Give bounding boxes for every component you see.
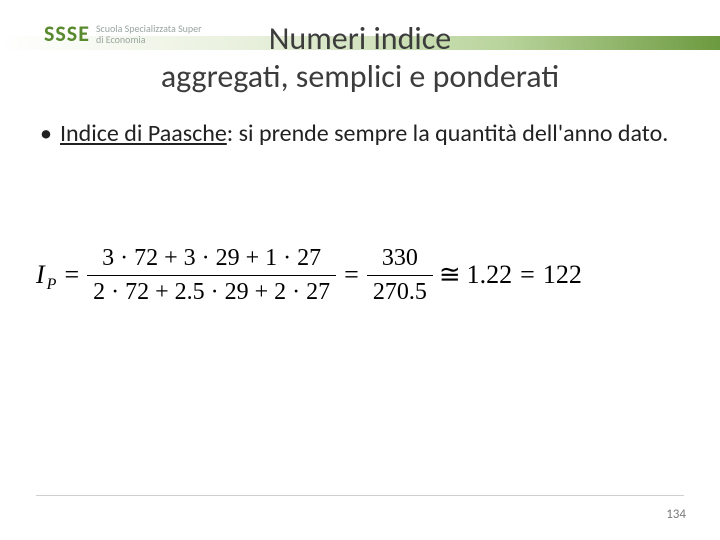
- footer-divider: [36, 495, 684, 496]
- eq-fraction-2: 330 270.5: [367, 242, 433, 309]
- eq-fraction-1: 3 · 72 + 3 · 29 + 1 · 27 2 · 72 + 2.5 · …: [87, 242, 336, 309]
- bullet-item: Indice di Paasche: si prende sempre la q…: [36, 118, 684, 150]
- slide-title: Numeri indice aggregati, semplici e pond…: [0, 20, 720, 96]
- title-line2: aggregati, semplici e ponderati: [0, 58, 720, 96]
- title-line1: Numeri indice: [269, 19, 451, 58]
- eq-final-value: 122: [543, 260, 582, 290]
- bullet-term: Indice di Paasche: [60, 119, 227, 148]
- equation: IP = 3 · 72 + 3 · 29 + 1 · 27 2 · 72 + 2…: [36, 242, 582, 309]
- eq-frac2-denominator: 270.5: [367, 276, 433, 309]
- eq-approx-value: 1.22: [467, 260, 513, 290]
- body-text: Indice di Paasche: si prende sempre la q…: [36, 118, 684, 150]
- bullet-rest: : si prende sempre la quantità dell'anno…: [227, 119, 669, 148]
- slide: SSSE Scuola Specializzata Super di Econo…: [0, 0, 720, 540]
- eq-var-subscript: P: [45, 276, 57, 294]
- eq-var-letter: I: [36, 260, 45, 290]
- eq-equals-2: =: [336, 260, 367, 290]
- eq-approx-symbol: ≅: [433, 260, 467, 290]
- eq-frac1-numerator: 3 · 72 + 3 · 29 + 1 · 27: [96, 242, 327, 275]
- page-number: 134: [666, 507, 686, 522]
- eq-frac2-numerator: 330: [376, 242, 424, 275]
- eq-equals-3: =: [512, 260, 543, 290]
- eq-variable: IP: [36, 260, 56, 290]
- eq-equals-1: =: [56, 260, 87, 290]
- eq-frac1-denominator: 2 · 72 + 2.5 · 29 + 2 · 27: [87, 276, 336, 309]
